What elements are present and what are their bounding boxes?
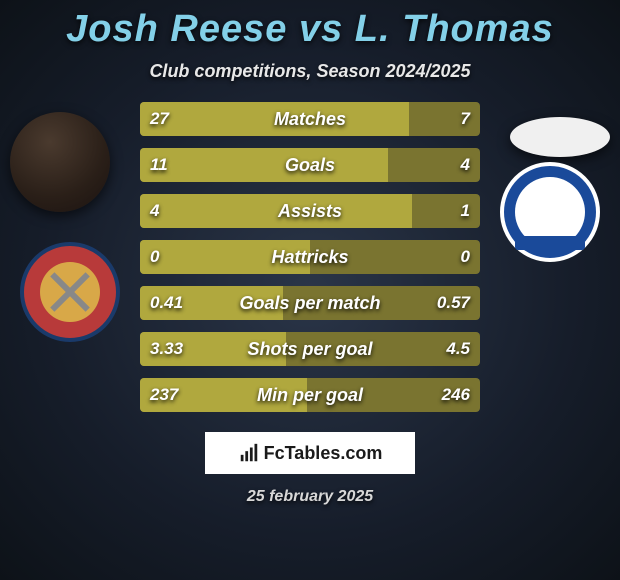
stat-value-right: 7 bbox=[461, 102, 470, 136]
stat-label: Hattricks bbox=[140, 240, 480, 274]
stat-value-right: 0 bbox=[461, 240, 470, 274]
player-right-club-badge bbox=[500, 162, 600, 262]
stat-label: Min per goal bbox=[140, 378, 480, 412]
comparison-subtitle: Club competitions, Season 2024/2025 bbox=[0, 61, 620, 82]
stat-bars: Matches277Goals114Assists41Hattricks00Go… bbox=[140, 102, 480, 412]
stat-value-left: 0.41 bbox=[150, 286, 183, 320]
stat-row: Goals11 4 bbox=[140, 148, 480, 182]
stat-row: Assists4 1 bbox=[140, 194, 480, 228]
brand-text: FcTables.com bbox=[264, 443, 383, 464]
stat-value-left: 4 bbox=[150, 194, 159, 228]
stat-value-left: 237 bbox=[150, 378, 178, 412]
stat-value-left: 0 bbox=[150, 240, 159, 274]
stat-label: Shots per goal bbox=[140, 332, 480, 366]
comparison-title: Josh Reese vs L. Thomas bbox=[0, 0, 620, 51]
stat-value-right: 4.5 bbox=[446, 332, 470, 366]
comparison-content: Matches277Goals114Assists41Hattricks00Go… bbox=[0, 102, 620, 412]
stat-value-right: 246 bbox=[442, 378, 470, 412]
chart-icon bbox=[238, 442, 260, 464]
stat-value-right: 0.57 bbox=[437, 286, 470, 320]
player-left-club-badge bbox=[20, 242, 120, 342]
stat-value-left: 3.33 bbox=[150, 332, 183, 366]
stat-row: Min per goal237 246 bbox=[140, 378, 480, 412]
stat-label: Goals per match bbox=[140, 286, 480, 320]
brand-badge: FcTables.com bbox=[205, 432, 415, 474]
stat-value-right: 1 bbox=[461, 194, 470, 228]
stat-value-right: 4 bbox=[461, 148, 470, 182]
stat-row: Shots per goal3.33 4.5 bbox=[140, 332, 480, 366]
player-right-avatar bbox=[510, 117, 610, 157]
stat-row: Hattricks0 0 bbox=[140, 240, 480, 274]
player-left-avatar bbox=[10, 112, 110, 212]
comparison-date: 25 february 2025 bbox=[0, 488, 620, 506]
stat-row: Goals per match0.41 0.57 bbox=[140, 286, 480, 320]
stat-label: Goals bbox=[140, 148, 480, 182]
stat-value-left: 27 bbox=[150, 102, 169, 136]
stat-label: Assists bbox=[140, 194, 480, 228]
stat-row: Matches27 7 bbox=[140, 102, 480, 136]
stat-value-left: 11 bbox=[150, 148, 168, 182]
stat-label: Matches bbox=[140, 102, 480, 136]
